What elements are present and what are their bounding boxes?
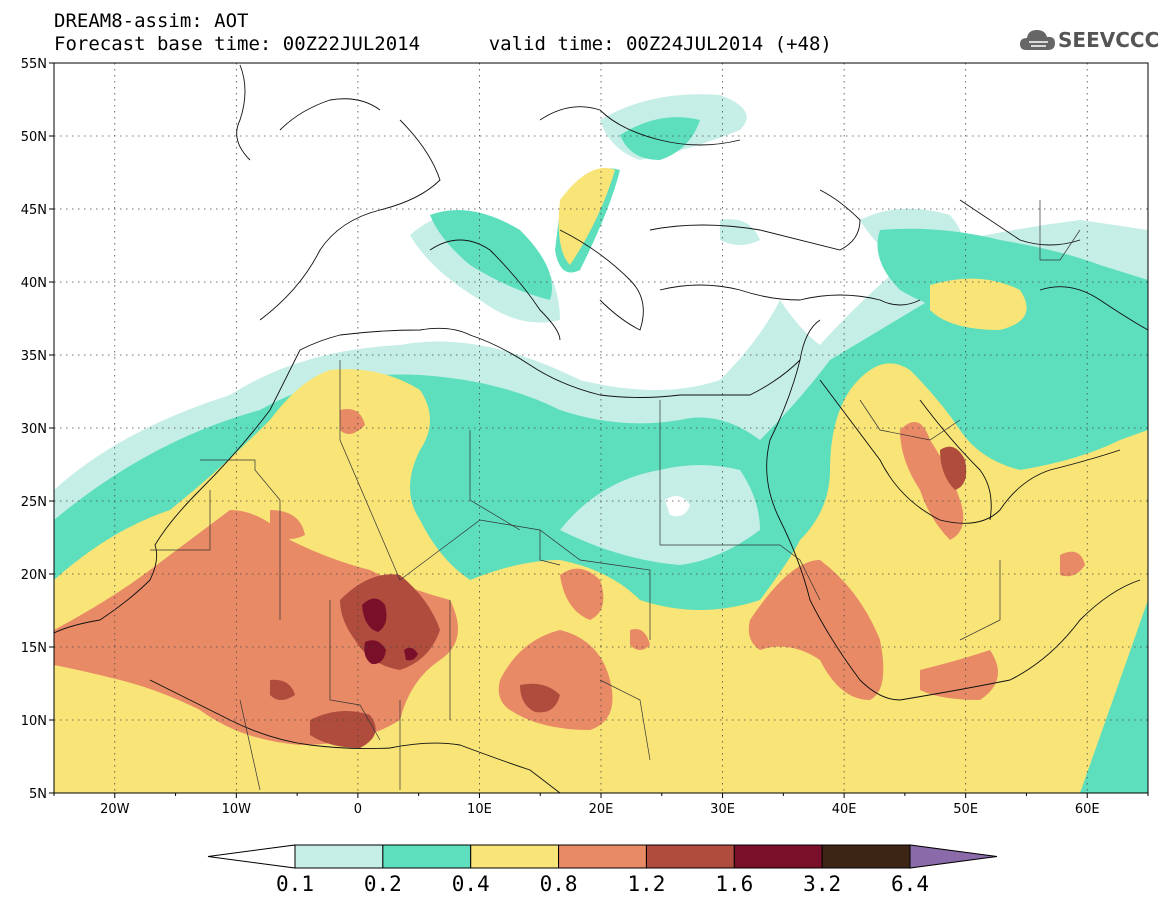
- colorbar-level-label: 0.1: [276, 872, 314, 896]
- aot-field: [54, 94, 1148, 793]
- colorbar-swatch: [382, 844, 472, 869]
- colorbar-level-label: 3.2: [803, 872, 841, 896]
- colorbar-level-label: 0.4: [452, 872, 490, 896]
- lon-tick-label: 10W: [222, 802, 252, 817]
- lat-tick-label: 55N: [21, 57, 47, 72]
- colorbar-swatch: [733, 844, 823, 869]
- colorbar-level-label: 1.2: [627, 872, 665, 896]
- logo-text: SEEVCCC: [1058, 28, 1160, 52]
- colorbar-low-arrow: [207, 844, 296, 869]
- colorbar-high-arrow: [909, 844, 998, 869]
- lon-tick-label: 50E: [953, 802, 978, 817]
- colorbar-labels: 0.1 0.2 0.4 0.8 1.2 1.6 3.2 6.4: [276, 872, 929, 896]
- lon-tick-label: 40E: [832, 802, 857, 817]
- colorbar-swatches: [207, 844, 998, 869]
- colorbar-swatch: [821, 844, 911, 869]
- lon-tick-label: 20E: [589, 802, 614, 817]
- lon-tick-label: 30E: [710, 802, 735, 817]
- lon-tick-label: 10E: [467, 802, 492, 817]
- colorbar-swatch: [470, 844, 560, 869]
- time-info: Forecast base time: 00Z22JUL2014 valid t…: [54, 33, 832, 55]
- lat-tick-label: 50N: [21, 130, 47, 145]
- lon-tick-label: 0: [354, 802, 362, 817]
- base-time-label: Forecast base time: 00Z22JUL2014: [54, 33, 421, 55]
- lon-tick-label: 20W: [100, 802, 130, 817]
- map-title: DREAM8-assim: AOT: [54, 10, 249, 32]
- lon-tick-label: 60E: [1075, 802, 1100, 817]
- colorbar-swatch: [294, 844, 384, 869]
- lat-tick-label: 40N: [21, 276, 47, 291]
- colorbar-level-label: 0.2: [364, 872, 402, 896]
- lat-tick-label: 30N: [21, 422, 47, 437]
- lat-tick-label: 45N: [21, 203, 47, 218]
- aot-band-1.6: [362, 598, 418, 665]
- colorbar-level-label: 6.4: [891, 872, 929, 896]
- graticule: [54, 63, 1148, 793]
- lat-tick-label: 20N: [21, 568, 47, 583]
- lat-tick-label: 25N: [21, 495, 47, 510]
- coastlines: [54, 64, 1148, 793]
- colorbar-level-label: 0.8: [540, 872, 578, 896]
- lat-tick-label: 10N: [21, 714, 47, 729]
- colorbar-level-label: 1.6: [715, 872, 753, 896]
- valid-time-label: valid time: 00Z24JUL2014 (+48): [488, 33, 832, 55]
- lat-tick-label: 5N: [29, 787, 47, 802]
- axis-ticks: 20W 10W 0 10E 20E 30E 40E 50E 60E 5N 10N 15N 20N 25N 3…: [21, 57, 1149, 817]
- lat-tick-label: 35N: [21, 349, 47, 364]
- cloud-icon: [1020, 30, 1055, 50]
- colorbar-swatch: [645, 844, 735, 869]
- colorbar-swatch: [558, 844, 647, 869]
- aot-clear-patch: [665, 496, 690, 517]
- country-borders: [150, 200, 1081, 791]
- lat-tick-label: 15N: [21, 641, 47, 656]
